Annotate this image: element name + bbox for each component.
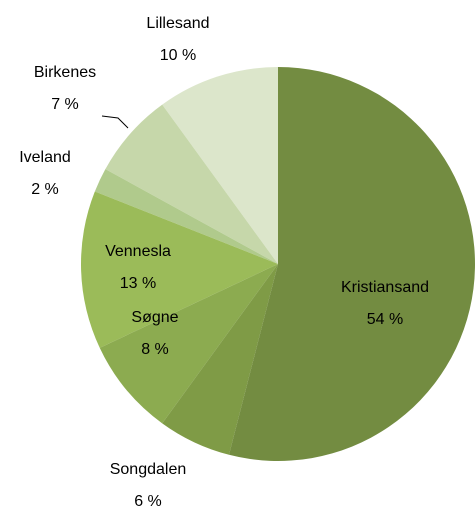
- slice-label: Søgne: [131, 309, 178, 326]
- pie-slice: [162, 264, 278, 455]
- pie-slice: [94, 169, 278, 264]
- pie-slice: [99, 264, 278, 424]
- slice-value-label: 6 %: [134, 493, 162, 510]
- leader-line: [101, 115, 129, 129]
- slice-value-label: 54 %: [367, 311, 403, 328]
- slice-label: Iveland: [19, 149, 71, 166]
- slice-value-label: 13 %: [120, 275, 156, 292]
- slice-value-label: 8 %: [141, 341, 169, 358]
- slice-label: Vennesla: [105, 243, 171, 260]
- pie-slice: [81, 191, 278, 348]
- pie-slice: [229, 67, 475, 461]
- slice-label: Lillesand: [146, 15, 209, 32]
- slice-label: Kristiansand: [341, 279, 429, 296]
- slice-value-label: 10 %: [160, 47, 196, 64]
- slice-value-label: 2 %: [31, 181, 59, 198]
- slice-label: Songdalen: [110, 461, 187, 478]
- slice-value-label: 7 %: [51, 96, 79, 113]
- pie-slice: [105, 104, 278, 264]
- pie-slice: [162, 67, 278, 264]
- slice-label: Birkenes: [34, 64, 96, 81]
